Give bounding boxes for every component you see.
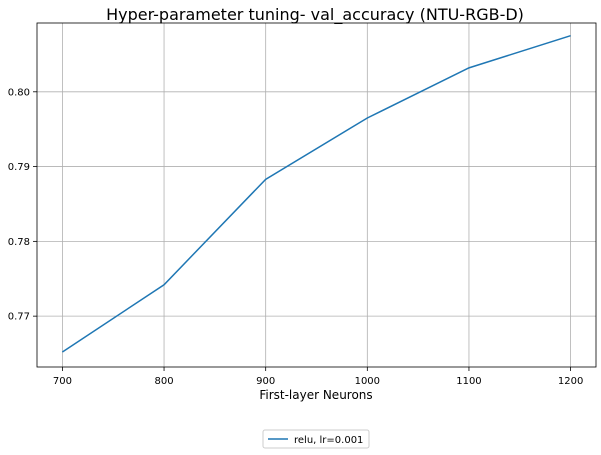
x-axis-ticks: 700 800 900 1000 1100 1200 xyxy=(53,367,583,387)
series-group xyxy=(61,34,571,353)
plot-frame xyxy=(36,22,597,368)
legend-label-relu: relu, lr=0.001 xyxy=(294,435,363,446)
x-tick-label: 1000 xyxy=(355,376,380,387)
x-tick-label: 1100 xyxy=(456,376,481,387)
y-tick-label: 0.80 xyxy=(8,87,30,98)
x-tick-label: 700 xyxy=(53,376,72,387)
grid xyxy=(37,23,596,367)
series-line xyxy=(61,34,571,353)
legend-box xyxy=(262,429,370,449)
x-axis-label: First-layer Neurons xyxy=(259,388,372,402)
y-tick-label: 0.78 xyxy=(8,237,30,248)
y-axis-ticks: 0.77 0.78 0.79 0.80 xyxy=(8,87,37,323)
chart-title: Hyper-parameter tuning- val_accuracy (NT… xyxy=(106,5,524,25)
x-tick-label: 800 xyxy=(154,376,173,387)
x-tick-label: 1200 xyxy=(558,376,583,387)
x-tick-label: 900 xyxy=(256,376,275,387)
y-tick-label: 0.79 xyxy=(8,162,30,173)
legend: relu, lr=0.001 xyxy=(262,429,370,449)
y-tick-label: 0.77 xyxy=(8,312,30,323)
